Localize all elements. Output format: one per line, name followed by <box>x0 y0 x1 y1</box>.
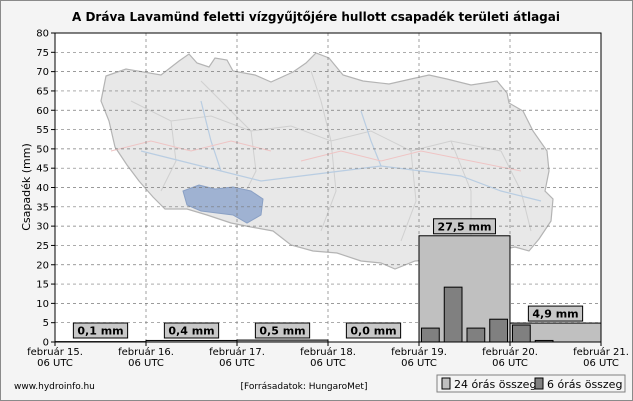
data-label-24h-5: 4,9 mm <box>532 308 578 321</box>
basin-map-background <box>100 52 554 270</box>
data-label-box-24h-1 <box>163 322 220 339</box>
y-tick-label: 40 <box>36 183 49 194</box>
y-axis-label: Csapadék (mm) <box>20 143 33 231</box>
grid-lines <box>55 33 601 342</box>
x-tick-label-time: 06 UTC <box>401 358 437 369</box>
y-tick-label: 30 <box>36 222 49 233</box>
x-tick-label-date: február 16. <box>118 346 174 358</box>
data-label-24h-4: 27,5 mm <box>438 220 492 233</box>
x-tick-label-time: 06 UTC <box>37 358 73 369</box>
y-tick-label: 15 <box>36 280 49 291</box>
data-label-box-24h-4 <box>433 218 496 235</box>
y-tick-label: 45 <box>36 164 49 175</box>
bars-6h-series <box>421 286 554 343</box>
legend-swatch-6h <box>534 377 544 390</box>
data-label-24h-0: 0,1 mm <box>77 325 123 338</box>
y-tick-label: 65 <box>36 86 49 97</box>
x-tick-label-time: 06 UTC <box>492 358 528 369</box>
data-label-box-24h-2 <box>254 322 311 339</box>
legend-label-24h: 24 órás összeg <box>454 378 536 391</box>
x-tick-label-date: február 15. <box>27 346 83 358</box>
y-tick-label: 20 <box>36 260 49 271</box>
x-tick-label-date: február 17. <box>209 346 265 358</box>
data-label-box-24h-3 <box>345 322 402 339</box>
legend: 24 órás összeg 6 órás összeg <box>436 374 626 393</box>
y-tick-label: 55 <box>36 125 49 136</box>
y-tick-label: 25 <box>36 241 49 252</box>
data-label-box-24h-5 <box>527 305 584 322</box>
x-tick-label-date: február 20. <box>482 346 538 358</box>
data-label-box-24h-0 <box>72 322 129 339</box>
basin-outline <box>100 52 554 270</box>
y-tick-label: 80 <box>36 29 49 40</box>
legend-swatch-24h <box>441 377 451 390</box>
chart-title: A Dráva Lavamünd feletti vízgyűjtőjére h… <box>72 10 560 24</box>
bar-6h-2 <box>466 327 486 343</box>
bar-6h-1 <box>443 286 463 343</box>
x-tick-label-date: február 19. <box>391 346 447 358</box>
data-label-24h-1: 0,4 mm <box>168 325 214 338</box>
x-tick-label-time: 06 UTC <box>583 358 619 369</box>
bar-6h-0 <box>421 327 440 343</box>
x-tick-label-time: 06 UTC <box>219 358 255 369</box>
y-tick-label: 50 <box>36 144 49 155</box>
lake-shape <box>182 184 264 224</box>
legend-label-6h: 6 órás összeg <box>547 378 622 391</box>
bar-6h-3 <box>489 318 508 343</box>
y-tick-label: 75 <box>36 48 49 59</box>
x-tick-label-date: február 21. <box>573 346 629 358</box>
y-tick-label: 70 <box>36 67 49 78</box>
y-tick-label: 0 <box>43 338 49 349</box>
border-lines <box>110 140 522 172</box>
x-tick-label-date: február 18. <box>300 346 356 358</box>
footer-source-site: www.hydroinfo.hu <box>14 382 95 392</box>
x-tick-label-time: 06 UTC <box>310 358 346 369</box>
data-labels: 0,1 mm 0,4 mm 0,5 mm 0,0 mm 27,5 mm 4,9 mm <box>72 218 584 339</box>
footer-data-source: [Forrásadatok: HungaroMet] <box>241 382 368 392</box>
bar-6h-4 <box>512 324 531 343</box>
plot-area: 0,1 mm 0,4 mm 0,5 mm 0,0 mm 27,5 mm 4,9 mm <box>54 32 602 343</box>
data-label-24h-2: 0,5 mm <box>259 325 305 338</box>
y-tick-label: 10 <box>36 299 49 310</box>
y-axis-ticks: 0 5 10 15 20 25 30 35 40 45 50 55 60 65 70 75 80 <box>36 29 55 349</box>
y-tick-label: 5 <box>43 318 49 329</box>
y-tick-label: 35 <box>36 202 49 213</box>
y-tick-label: 60 <box>36 106 49 117</box>
x-tick-label-time: 06 UTC <box>128 358 164 369</box>
legend-box <box>436 374 626 393</box>
river-lines <box>140 100 542 202</box>
data-label-24h-3: 0,0 mm <box>350 325 396 338</box>
